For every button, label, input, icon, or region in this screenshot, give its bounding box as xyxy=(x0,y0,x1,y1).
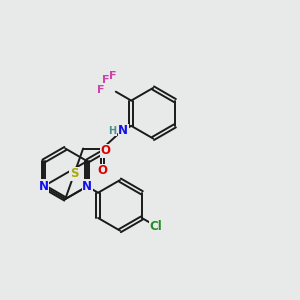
Text: Cl: Cl xyxy=(150,220,162,233)
Text: N: N xyxy=(118,124,128,137)
Text: F: F xyxy=(97,85,104,95)
Text: N: N xyxy=(38,180,48,193)
Text: N: N xyxy=(82,180,92,193)
Text: H: H xyxy=(108,126,116,136)
Text: F: F xyxy=(102,75,110,85)
Text: O: O xyxy=(100,144,110,157)
Text: F: F xyxy=(109,71,117,81)
Text: O: O xyxy=(98,164,107,177)
Text: S: S xyxy=(70,167,79,180)
